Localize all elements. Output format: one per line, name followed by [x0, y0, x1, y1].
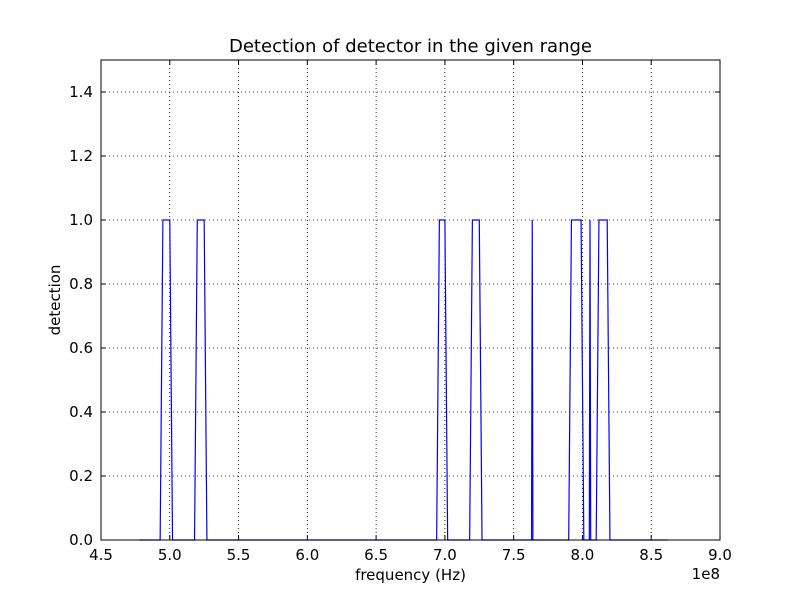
ticks: 4.5 5.0 5.5 6.0 6.5 7.0 7.5 8.0 8.5 9.0 0.0 0.2 0.4 0… [69, 60, 732, 564]
x-axis-label: frequency (Hz) [355, 566, 466, 584]
x-axis-offset-label: 1e8 [692, 565, 720, 583]
series-layer [139, 219, 668, 541]
y-tick-label: 0.6 [69, 339, 93, 357]
y-tick-label: 0.4 [69, 403, 93, 421]
plot-frame [100, 59, 721, 541]
y-tick-label: 1.2 [69, 147, 93, 165]
detection-series-line [139, 219, 668, 541]
y-tick-label: 0.8 [69, 275, 93, 293]
chart-title: Detection of detector in the given range [229, 36, 592, 57]
x-tick-label: 5.0 [158, 546, 182, 564]
x-tick-label: 6.5 [364, 546, 388, 564]
y-tick-label: 1.4 [69, 83, 93, 101]
x-tick-label: 7.5 [502, 546, 526, 564]
x-tick-label: 4.5 [89, 546, 113, 564]
x-tick-label: 6.0 [295, 546, 319, 564]
x-tick-label: 5.5 [227, 546, 251, 564]
x-tick-label: 8.5 [639, 546, 663, 564]
y-axis-label: detection [46, 265, 64, 336]
x-tick-label: 7.0 [433, 546, 457, 564]
y-tick-label: 1.0 [69, 211, 93, 229]
y-tick-label: 0.0 [69, 531, 93, 549]
y-tick-label: 0.2 [69, 467, 93, 485]
x-tick-label: 8.0 [571, 546, 595, 564]
x-tick-label: 9.0 [708, 546, 732, 564]
